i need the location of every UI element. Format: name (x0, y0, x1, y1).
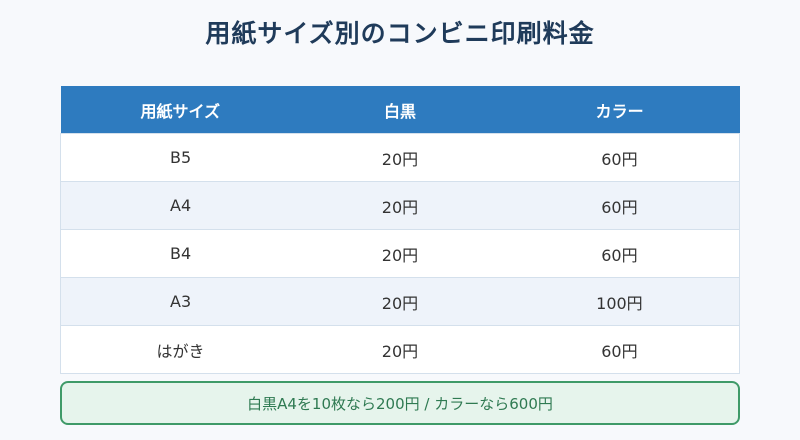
cell-paper-size: B4 (60, 229, 301, 278)
table-row: はがき 20円 60円 (60, 325, 740, 374)
cell-color-price: 100円 (499, 277, 740, 326)
table-row: B5 20円 60円 (60, 133, 740, 182)
column-header-color: カラー (499, 86, 740, 134)
cell-monochrome-price: 20円 (300, 229, 500, 278)
cell-paper-size: A3 (60, 277, 301, 326)
cell-paper-size: はがき (60, 325, 301, 374)
table-header-row: 用紙サイズ 白黒 カラー (60, 86, 740, 134)
cell-color-price: 60円 (499, 133, 740, 182)
cell-monochrome-price: 20円 (300, 181, 500, 230)
cell-color-price: 60円 (499, 229, 740, 278)
cell-monochrome-price: 20円 (300, 277, 500, 326)
table-row: A4 20円 60円 (60, 181, 740, 230)
cell-monochrome-price: 20円 (300, 133, 500, 182)
table-row: A3 20円 100円 (60, 277, 740, 326)
cell-color-price: 60円 (499, 325, 740, 374)
column-header-paper-size: 用紙サイズ (60, 86, 301, 134)
price-table: 用紙サイズ 白黒 カラー B5 20円 60円 A4 20円 60円 B4 20… (60, 86, 740, 374)
table-row: B4 20円 60円 (60, 229, 740, 278)
cell-monochrome-price: 20円 (300, 325, 500, 374)
cell-paper-size: B5 (60, 133, 301, 182)
cell-paper-size: A4 (60, 181, 301, 230)
cell-color-price: 60円 (499, 181, 740, 230)
example-note-box: 白黒A4を10枚なら200円 / カラーなら600円 (60, 381, 740, 425)
page-title: 用紙サイズ別のコンビニ印刷料金 (205, 19, 595, 48)
column-header-monochrome: 白黒 (300, 86, 500, 134)
example-note-text: 白黒A4を10枚なら200円 / カラーなら600円 (247, 394, 553, 413)
